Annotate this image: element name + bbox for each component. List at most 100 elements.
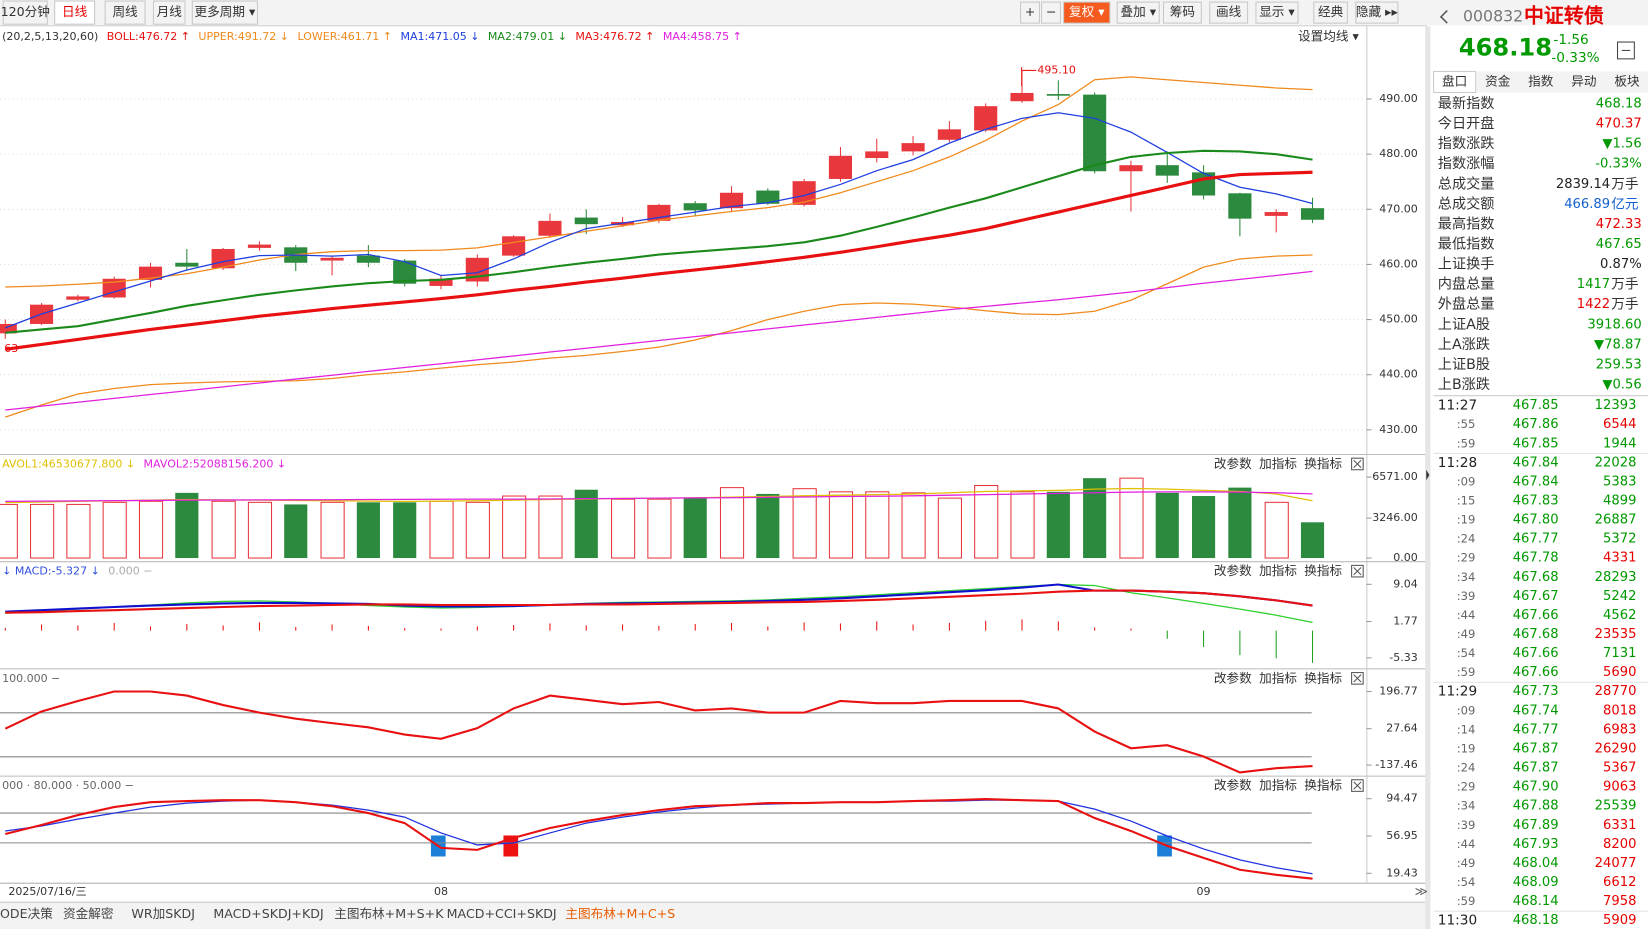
trade-price: 467.83 xyxy=(1513,494,1559,509)
tool-button[interactable] xyxy=(1063,1,1111,24)
indicator-line xyxy=(5,589,1313,614)
trade-price: 467.85 xyxy=(1513,398,1559,413)
ma-setting[interactable]: 设置均线 ▾ xyxy=(1298,28,1359,43)
volume-bar xyxy=(1192,496,1216,559)
panel-tool[interactable]: 改参数 xyxy=(1214,563,1252,578)
panel-close[interactable] xyxy=(1351,457,1364,471)
quote-value: 467.65 xyxy=(1596,237,1642,252)
quote-tab[interactable]: 资金 xyxy=(1485,73,1511,88)
y-tick-label: 3246.00 xyxy=(1372,511,1418,524)
volume-bar xyxy=(320,501,345,559)
y-tick-label: 0.00 xyxy=(1393,551,1418,564)
splitter-arrow xyxy=(1426,469,1430,481)
tool-button[interactable] xyxy=(1041,1,1062,24)
panel-tool[interactable]: 改参数 xyxy=(1214,670,1252,685)
panel-tool[interactable]: 换指标 xyxy=(1304,456,1342,471)
panel-close[interactable] xyxy=(1351,564,1364,578)
period-tab[interactable] xyxy=(104,0,146,25)
candle-body xyxy=(538,220,562,236)
tool-button[interactable] xyxy=(1209,1,1249,24)
trade-time: :24 xyxy=(1457,761,1476,775)
legend-entry: (20,2,5,13,20,60) xyxy=(2,30,98,43)
candle-body xyxy=(792,181,816,205)
trade-time: :09 xyxy=(1457,703,1476,717)
tool-button[interactable] xyxy=(1162,1,1202,24)
quote-tab[interactable]: 异动 xyxy=(1571,73,1596,88)
quote-unit: 亿元 xyxy=(1611,196,1639,212)
panel-tool[interactable]: 加指标 xyxy=(1259,456,1297,471)
quote-tab[interactable]: 指数 xyxy=(1528,73,1554,88)
trade-volume: 25539 xyxy=(1595,799,1637,814)
period-tab[interactable] xyxy=(191,0,259,25)
panel-tool[interactable]: 换指标 xyxy=(1304,670,1342,685)
trade-volume: 6544 xyxy=(1603,417,1636,432)
period-tab-label: 120分钟 xyxy=(1,4,50,19)
bottom-tab[interactable]: 资金解密 xyxy=(63,906,114,921)
trade-time: :39 xyxy=(1457,818,1476,832)
bottom-tab[interactable]: 主图布林+M+C+S xyxy=(565,906,675,921)
trade-price: 467.84 xyxy=(1513,474,1559,489)
panel-tool[interactable]: 加指标 xyxy=(1259,670,1297,685)
period-tab[interactable] xyxy=(152,0,186,25)
candle-body xyxy=(1010,92,1034,102)
tool-button[interactable] xyxy=(1313,1,1348,24)
legend-entry: ↓ MACD:-5.327 ↓ xyxy=(2,565,100,578)
quote-value: 466.89 xyxy=(1564,197,1610,212)
trade-time: :59 xyxy=(1457,436,1476,450)
legend-entry: LOWER:461.71 ↑ xyxy=(297,30,392,43)
quote-value: ▼1.56 xyxy=(1602,137,1641,152)
scroll-arrow[interactable]: ≫ xyxy=(1415,884,1428,899)
bottom-tab[interactable]: ODE决策 xyxy=(0,906,53,921)
quote-tab[interactable]: 板块 xyxy=(1614,73,1640,88)
panel-tool[interactable]: 加指标 xyxy=(1259,563,1297,578)
quote-unit: 万手 xyxy=(1611,176,1638,192)
panel-tool[interactable]: 改参数 xyxy=(1214,456,1252,471)
bottom-tab[interactable]: MACD+SKDJ+KDJ xyxy=(213,906,323,921)
volume-bar xyxy=(1083,478,1107,559)
period-tab[interactable] xyxy=(54,0,96,25)
trade-time: :29 xyxy=(1457,551,1476,565)
bottom-tab[interactable]: 主图布林+M+S+K xyxy=(334,906,444,921)
trade-time: :49 xyxy=(1457,856,1476,870)
tool-button-label: 复权 ▾ xyxy=(1069,4,1105,19)
back-arrow[interactable] xyxy=(1439,9,1448,24)
y-tick-label: 27.64 xyxy=(1386,722,1418,735)
bottom-tab[interactable]: WR加SKDJ xyxy=(131,906,195,921)
quote-tab[interactable]: 盘口 xyxy=(1442,73,1467,88)
volume-bar xyxy=(211,500,236,559)
tool-button[interactable] xyxy=(1116,1,1160,24)
trade-time: :34 xyxy=(1457,570,1476,584)
legend-entry: BOLL:476.72 ↑ xyxy=(107,30,190,43)
tool-button[interactable] xyxy=(1355,1,1399,24)
candle-body xyxy=(828,155,853,179)
quote-label: 最低指数 xyxy=(1438,237,1495,253)
panel-tool[interactable]: 改参数 xyxy=(1214,778,1252,793)
panel-close[interactable] xyxy=(1351,779,1364,792)
trade-volume: 5383 xyxy=(1603,474,1636,489)
y-tick-label: 440.00 xyxy=(1379,368,1418,381)
quote-value: 2839.14 xyxy=(1556,177,1610,192)
quote-unit: 万手 xyxy=(1611,277,1638,293)
candle-body xyxy=(1046,94,1070,96)
y-tick-label: 460.00 xyxy=(1379,257,1418,270)
legend-entry: 100.000 − xyxy=(2,672,60,685)
tool-button[interactable] xyxy=(1255,1,1299,24)
period-tab[interactable] xyxy=(2,0,48,25)
volume-bar xyxy=(574,489,598,559)
quote-label: 内盘总量 xyxy=(1438,276,1495,293)
y-tick-label: -137.46 xyxy=(1375,758,1418,771)
tool-button-label: 叠加 ▾ xyxy=(1120,4,1156,19)
panel-tool[interactable]: 加指标 xyxy=(1259,778,1297,793)
panel-close[interactable] xyxy=(1351,672,1364,685)
quote-value: 468.18 xyxy=(1596,97,1642,112)
collapse-icon[interactable] xyxy=(1616,41,1635,60)
panel-tool[interactable]: 换指标 xyxy=(1304,563,1342,578)
panel-tool[interactable]: 换指标 xyxy=(1304,778,1342,793)
bottom-tab[interactable]: MACD+CCI+SKDJ xyxy=(447,906,557,921)
candle-body xyxy=(429,278,453,286)
volume-bar xyxy=(538,495,563,559)
trade-price: 467.80 xyxy=(1513,513,1559,528)
volume-bar xyxy=(1228,487,1252,559)
trade-volume: 4899 xyxy=(1603,494,1636,509)
tool-button[interactable] xyxy=(1020,1,1040,24)
